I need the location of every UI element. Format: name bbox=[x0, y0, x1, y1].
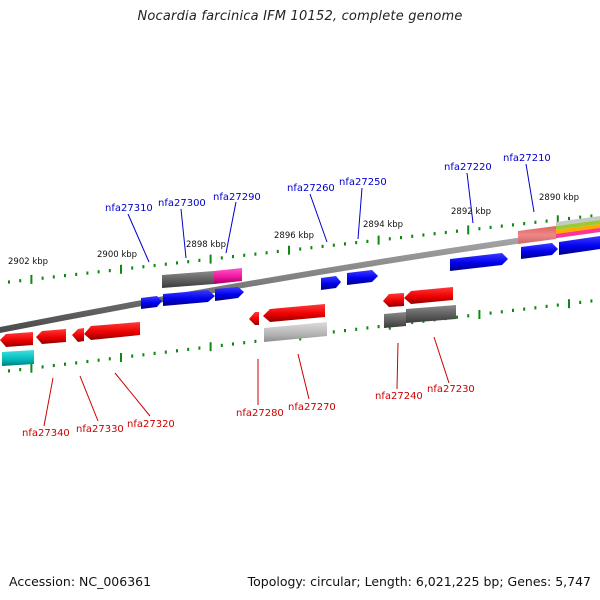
gene-arrow-forward[interactable] bbox=[215, 287, 244, 301]
scale-label: 2898 kbp bbox=[186, 240, 226, 250]
gene-label[interactable]: nfa27280 bbox=[236, 408, 284, 419]
gene-arrow-forward[interactable] bbox=[521, 243, 558, 259]
forward-gene-labels: nfa27310 nfa27300 nfa27290 nfa27260 nfa2… bbox=[105, 153, 551, 214]
gene-label[interactable]: nfa27210 bbox=[503, 153, 551, 164]
gene-label[interactable]: nfa27250 bbox=[339, 177, 387, 188]
gene-arrow-reverse[interactable] bbox=[36, 329, 66, 344]
gene-label[interactable]: nfa27270 bbox=[288, 402, 336, 413]
gene-block-stack[interactable] bbox=[556, 220, 600, 230]
gene-label[interactable]: nfa27290 bbox=[213, 192, 261, 203]
gene-block-gray[interactable] bbox=[384, 312, 406, 328]
page-title: Nocardia farcinica IFM 10152, complete g… bbox=[137, 9, 463, 24]
scale-labels: 2902 kbp 2900 kbp 2898 kbp 2896 kbp 2894… bbox=[8, 193, 579, 267]
gene-block-salmon[interactable] bbox=[518, 226, 556, 244]
gene-arrow-reverse[interactable] bbox=[84, 322, 140, 340]
gene-arrow-reverse[interactable] bbox=[72, 328, 84, 342]
gene-label[interactable]: nfa27260 bbox=[287, 183, 335, 194]
gene-arrow-forward[interactable] bbox=[450, 253, 508, 271]
gene-arrow-reverse[interactable] bbox=[263, 304, 325, 322]
gene-label[interactable]: nfa27230 bbox=[427, 384, 475, 395]
reverse-genes bbox=[0, 287, 456, 366]
gene-arrow-forward[interactable] bbox=[321, 276, 341, 290]
gene-block-stack[interactable] bbox=[556, 224, 600, 234]
gene-label[interactable]: nfa27340 bbox=[22, 428, 70, 439]
gene-arrow-reverse[interactable] bbox=[404, 287, 453, 304]
gene-block-gray[interactable] bbox=[406, 305, 456, 323]
gene-label[interactable]: nfa27320 bbox=[127, 419, 175, 430]
gene-label[interactable]: nfa27220 bbox=[444, 162, 492, 173]
scale-ticks-top bbox=[8, 214, 593, 284]
reverse-gene-labels: nfa27340 nfa27330 nfa27320 nfa27280 nfa2… bbox=[22, 384, 475, 439]
scale-label: 2892 kbp bbox=[451, 207, 491, 217]
reverse-leaders bbox=[43, 336, 450, 427]
gene-arrow-forward[interactable] bbox=[347, 270, 378, 285]
gene-label[interactable]: nfa27300 bbox=[158, 198, 206, 209]
scale-label: 2902 kbp bbox=[8, 257, 48, 267]
gene-label[interactable]: nfa27330 bbox=[76, 424, 124, 435]
gene-block-lightgray[interactable] bbox=[264, 322, 327, 342]
gene-block-pink[interactable] bbox=[214, 268, 242, 284]
gene-arrow-forward[interactable] bbox=[163, 290, 215, 306]
gene-label[interactable]: nfa27310 bbox=[105, 203, 153, 214]
gene-arrow-forward[interactable] bbox=[559, 236, 600, 255]
scale-label: 2900 kbp bbox=[97, 250, 137, 260]
gene-arrow-reverse[interactable] bbox=[383, 293, 404, 307]
gene-block-stack[interactable] bbox=[556, 228, 600, 238]
gene-block-cyan[interactable] bbox=[2, 350, 34, 366]
accession-text: Accession: NC_006361 bbox=[9, 574, 152, 589]
gene-arrow-forward[interactable] bbox=[141, 296, 162, 309]
genome-backbone bbox=[0, 226, 600, 333]
forward-leaders bbox=[127, 163, 535, 263]
scale-label: 2896 kbp bbox=[274, 231, 314, 241]
forward-genes bbox=[141, 216, 600, 309]
gene-arrow-reverse[interactable] bbox=[0, 332, 33, 347]
gene-label[interactable]: nfa27240 bbox=[375, 391, 423, 402]
genome-summary-text: Topology: circular; Length: 6,021,225 bp… bbox=[247, 574, 591, 589]
gene-block-stack[interactable] bbox=[556, 216, 600, 226]
scale-label: 2890 kbp bbox=[539, 193, 579, 203]
scale-label: 2894 kbp bbox=[363, 220, 403, 230]
gene-arrow-reverse[interactable] bbox=[249, 312, 259, 325]
gene-block-gray[interactable] bbox=[162, 271, 214, 288]
